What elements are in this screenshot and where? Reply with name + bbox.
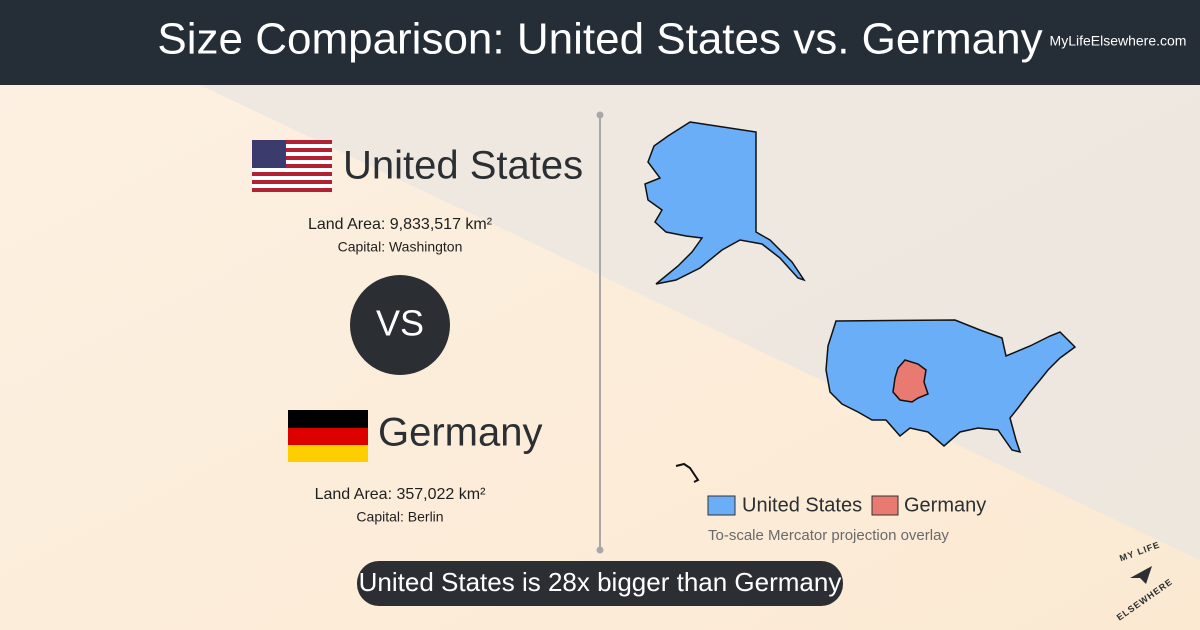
vs-label: VS	[376, 303, 424, 344]
vs-circle	[350, 275, 450, 375]
usa-shape	[825, 319, 1077, 454]
legend-label: United States	[742, 494, 862, 516]
country-name: Germany	[378, 411, 543, 455]
capital: Capital: Berlin	[356, 509, 443, 525]
site-name: MyLifeElsewhere.com	[1050, 33, 1187, 49]
summary: United States is 28x bigger than Germany	[359, 567, 842, 597]
hawaii-shape	[675, 462, 700, 483]
header-bar	[0, 0, 1200, 85]
germany-flag	[288, 410, 368, 462]
legend-swatch	[707, 495, 736, 516]
land-area: Land Area: 9,833,517 km²	[308, 216, 493, 233]
divider-end	[596, 546, 604, 554]
summary-pill	[357, 561, 843, 606]
legend-swatch	[871, 495, 899, 516]
legend-label: Germany	[904, 494, 986, 516]
title: Size Comparison: United States vs. Germa…	[157, 15, 1042, 64]
caption: To-scale Mercator projection overlay	[708, 527, 949, 544]
logo-plane	[1130, 566, 1152, 584]
capital: Capital: Washington	[338, 239, 463, 255]
alaska-shape	[644, 121, 806, 285]
germany-shape	[892, 359, 929, 403]
country-name: United States	[343, 144, 583, 188]
land-area: Land Area: 357,022 km²	[315, 486, 486, 503]
us-flag	[252, 140, 332, 192]
divider-end	[596, 111, 604, 119]
